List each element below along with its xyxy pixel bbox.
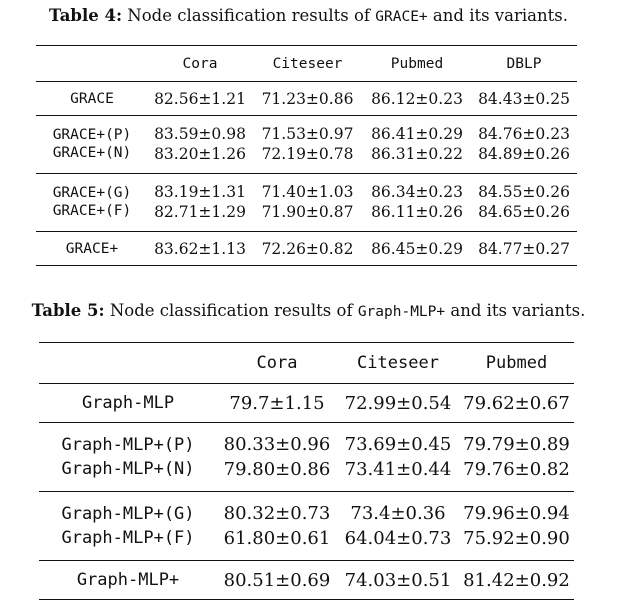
table5: Cora Citeseer Pubmed Graph-MLP 79.7±1.15… xyxy=(39,342,574,600)
table4-header-pubmed: Pubmed xyxy=(390,55,444,72)
cell-value: 86.41±0.29 xyxy=(371,125,463,143)
cell-value: 79.96±0.94 xyxy=(463,503,570,524)
cell-value: 83.62±1.13 xyxy=(154,239,246,258)
row-label: GRACE+(N) xyxy=(52,145,132,161)
table5-header-cora: Cora xyxy=(256,353,298,373)
table5-header-pubmed: Pubmed xyxy=(485,353,548,373)
table-row: Graph-MLP+(P) 80.33±0.96 73.69±0.45 79.7… xyxy=(39,422,574,458)
cell-value: 84.65±0.26 xyxy=(478,203,570,221)
cell-value: 80.32±0.73 xyxy=(223,503,331,524)
cell-value: 72.19±0.78 xyxy=(261,145,354,163)
row-label: Graph-MLP+(P) xyxy=(61,435,195,455)
row-label: GRACE+(G) xyxy=(52,185,132,201)
cell-value: 86.45±0.29 xyxy=(371,239,463,258)
table4-header-row: Cora Citeseer Pubmed DBLP xyxy=(36,45,577,82)
cell-value: 64.04±0.73 xyxy=(344,528,452,549)
row-label: Graph-MLP+(F) xyxy=(61,528,195,548)
table5-caption-code: Graph-MLP+ xyxy=(357,304,446,320)
cell-value: 73.4±0.36 xyxy=(350,503,446,524)
table4-caption-label: Table 4: xyxy=(49,6,123,25)
table-row: GRACE+(G) 83.19±1.31 71.40±1.03 86.34±0.… xyxy=(36,173,577,203)
cell-value: 80.51±0.69 xyxy=(223,569,331,591)
cell-value: 79.7±1.15 xyxy=(229,392,325,414)
cell-value: 86.31±0.22 xyxy=(371,145,463,163)
table4-caption-text-end: and its variants. xyxy=(427,6,568,25)
table4-header-corner xyxy=(36,46,148,82)
row-label: Graph-MLP+(N) xyxy=(61,459,195,479)
table-row: Graph-MLP+ 80.51±0.69 74.03±0.51 81.42±0… xyxy=(39,560,574,600)
cell-value: 79.62±0.67 xyxy=(463,392,570,414)
cell-value: 73.41±0.44 xyxy=(344,459,452,480)
table-row: Graph-MLP+(G) 80.32±0.73 73.4±0.36 79.96… xyxy=(39,491,574,527)
row-label: Graph-MLP+ xyxy=(76,570,180,590)
table5-header-citeseer: Citeseer xyxy=(357,353,439,373)
table5-header-corner xyxy=(39,343,217,384)
row-label: Graph-MLP+(G) xyxy=(61,504,195,524)
table5-caption-text: Node classification results of xyxy=(104,301,358,320)
cell-value: 71.53±0.97 xyxy=(261,125,354,143)
cell-value: 80.33±0.96 xyxy=(223,434,331,455)
table-row: GRACE+(P) 83.59±0.98 71.53±0.97 86.41±0.… xyxy=(36,115,577,145)
cell-value: 79.80±0.86 xyxy=(223,459,331,480)
cell-value: 84.77±0.27 xyxy=(478,239,570,258)
cell-value: 71.90±0.87 xyxy=(261,203,354,221)
cell-value: 71.23±0.86 xyxy=(261,89,354,108)
cell-value: 79.79±0.89 xyxy=(463,434,570,455)
cell-value: 73.69±0.45 xyxy=(344,434,452,455)
table5-caption-text-end: and its variants. xyxy=(445,301,586,320)
row-label: GRACE xyxy=(70,90,114,107)
cell-value: 74.03±0.51 xyxy=(344,569,452,591)
cell-value: 86.34±0.23 xyxy=(371,183,463,201)
cell-value: 83.20±1.26 xyxy=(154,145,246,163)
table5-caption-label: Table 5: xyxy=(31,301,105,320)
cell-value: 84.76±0.23 xyxy=(478,125,570,143)
table4-caption-code: GRACE+ xyxy=(375,9,428,25)
table-row: GRACE 82.56±1.21 71.23±0.86 86.12±0.23 8… xyxy=(36,81,577,116)
cell-value: 71.40±1.03 xyxy=(261,183,354,201)
table-row: GRACE+(N) 83.20±1.26 72.19±0.78 86.31±0.… xyxy=(36,144,577,174)
cell-value: 72.26±0.82 xyxy=(261,239,354,258)
table-row: Graph-MLP 79.7±1.15 72.99±0.54 79.62±0.6… xyxy=(39,383,574,423)
cell-value: 84.89±0.26 xyxy=(478,145,570,163)
cell-value: 83.59±0.98 xyxy=(154,125,246,143)
table4-caption: Table 4: Node classification results of … xyxy=(0,6,617,25)
cell-value: 79.76±0.82 xyxy=(463,459,570,480)
table4-caption-text: Node classification results of xyxy=(122,6,376,25)
table4-header-citeseer: Citeseer xyxy=(272,55,343,72)
cell-value: 82.71±1.29 xyxy=(154,203,246,221)
row-label: Graph-MLP xyxy=(81,393,175,413)
cell-value: 86.11±0.26 xyxy=(371,203,463,221)
cell-value: 75.92±0.90 xyxy=(463,528,570,549)
row-label: GRACE+(P) xyxy=(52,127,132,143)
table-row: GRACE+ 83.62±1.13 72.26±0.82 86.45±0.29 … xyxy=(36,231,577,266)
table-row: Graph-MLP+(N) 79.80±0.86 73.41±0.44 79.7… xyxy=(39,457,574,492)
table4: Cora Citeseer Pubmed DBLP GRACE 82.56±1.… xyxy=(36,45,577,266)
table-row: Graph-MLP+(F) 61.80±0.61 64.04±0.73 75.9… xyxy=(39,526,574,561)
cell-value: 84.43±0.25 xyxy=(478,89,570,108)
row-label: GRACE+ xyxy=(65,240,119,257)
cell-value: 83.19±1.31 xyxy=(154,183,246,201)
table4-header-dblp: DBLP xyxy=(506,55,542,72)
table5-caption: Table 5: Node classification results of … xyxy=(0,301,617,320)
table4-header-cora: Cora xyxy=(182,55,218,72)
table-row: GRACE+(F) 82.71±1.29 71.90±0.87 86.11±0.… xyxy=(36,202,577,232)
cell-value: 82.56±1.21 xyxy=(154,89,246,108)
cell-value: 84.55±0.26 xyxy=(478,183,570,201)
row-label: GRACE+(F) xyxy=(52,203,132,219)
cell-value: 86.12±0.23 xyxy=(371,89,463,108)
cell-value: 72.99±0.54 xyxy=(344,392,452,414)
cell-value: 61.80±0.61 xyxy=(223,528,331,549)
table5-header-row: Cora Citeseer Pubmed xyxy=(39,342,574,384)
cell-value: 81.42±0.92 xyxy=(463,569,570,591)
